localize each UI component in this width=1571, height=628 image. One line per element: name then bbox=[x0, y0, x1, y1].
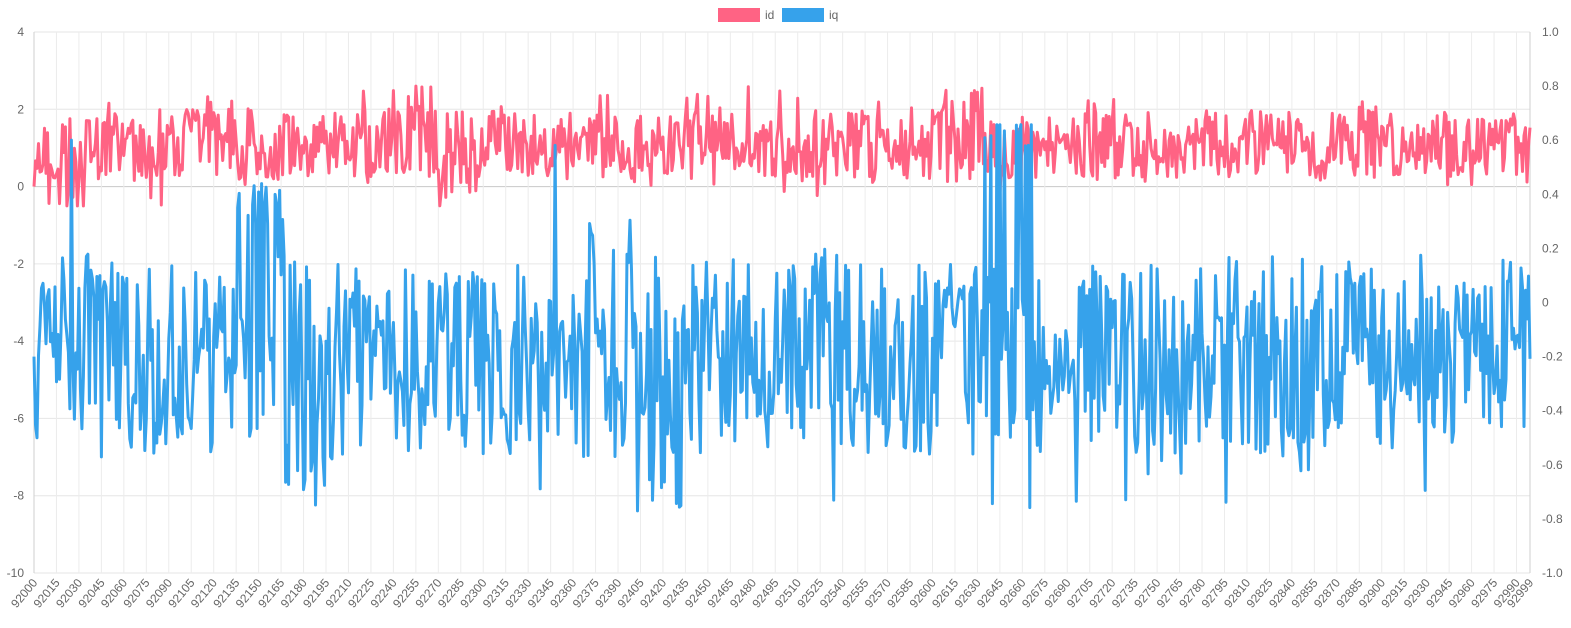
y-right-tick-label: -0.4 bbox=[1542, 404, 1563, 418]
y-left-tick-label: -4 bbox=[13, 334, 24, 348]
y-right-tick-label: -0.8 bbox=[1542, 512, 1563, 526]
series-layer bbox=[32, 84, 1532, 513]
legend-item-id[interactable]: id bbox=[718, 8, 774, 22]
y-right-tick-label: 1.0 bbox=[1542, 25, 1559, 39]
y-axis-right: 1.0 0.8 0.6 0.4 0.2 0 -0.2 -0.4 -0.6 -0.8 -1.0 bbox=[1542, 25, 1563, 580]
y-left-tick-label: 0 bbox=[17, 180, 24, 194]
y-right-tick-label: -0.6 bbox=[1542, 458, 1563, 472]
series-line-id bbox=[32, 84, 1532, 208]
legend-swatch-iq bbox=[782, 8, 824, 22]
y-right-tick-label: 0.4 bbox=[1542, 187, 1559, 201]
y-left-tick-label: -2 bbox=[13, 257, 24, 271]
y-right-tick-label: 0.6 bbox=[1542, 133, 1559, 147]
y-right-tick-label: 0.8 bbox=[1542, 79, 1559, 93]
legend[interactable]: id iq bbox=[718, 8, 838, 22]
legend-item-iq[interactable]: iq bbox=[782, 8, 838, 22]
x-axis: 9200092015920309204592060920759209092105… bbox=[8, 576, 1536, 611]
series-line-iq bbox=[32, 123, 1532, 513]
y-axis-left: 4 2 0 -2 -4 -6 -8 -10 bbox=[7, 25, 25, 580]
y-right-tick-label: -1.0 bbox=[1542, 566, 1563, 580]
legend-label-iq: iq bbox=[829, 8, 838, 22]
y-left-tick-label: -6 bbox=[13, 411, 24, 425]
y-left-tick-label: -8 bbox=[13, 489, 24, 503]
legend-swatch-id bbox=[718, 8, 760, 22]
y-right-tick-label: -0.2 bbox=[1542, 350, 1563, 364]
y-left-tick-label: 2 bbox=[17, 102, 24, 116]
y-right-tick-label: 0.2 bbox=[1542, 241, 1559, 255]
y-left-tick-label: -10 bbox=[7, 566, 25, 580]
y-right-tick-label: 0 bbox=[1542, 296, 1549, 310]
legend-label-id: id bbox=[765, 8, 774, 22]
y-left-tick-label: 4 bbox=[17, 25, 24, 39]
